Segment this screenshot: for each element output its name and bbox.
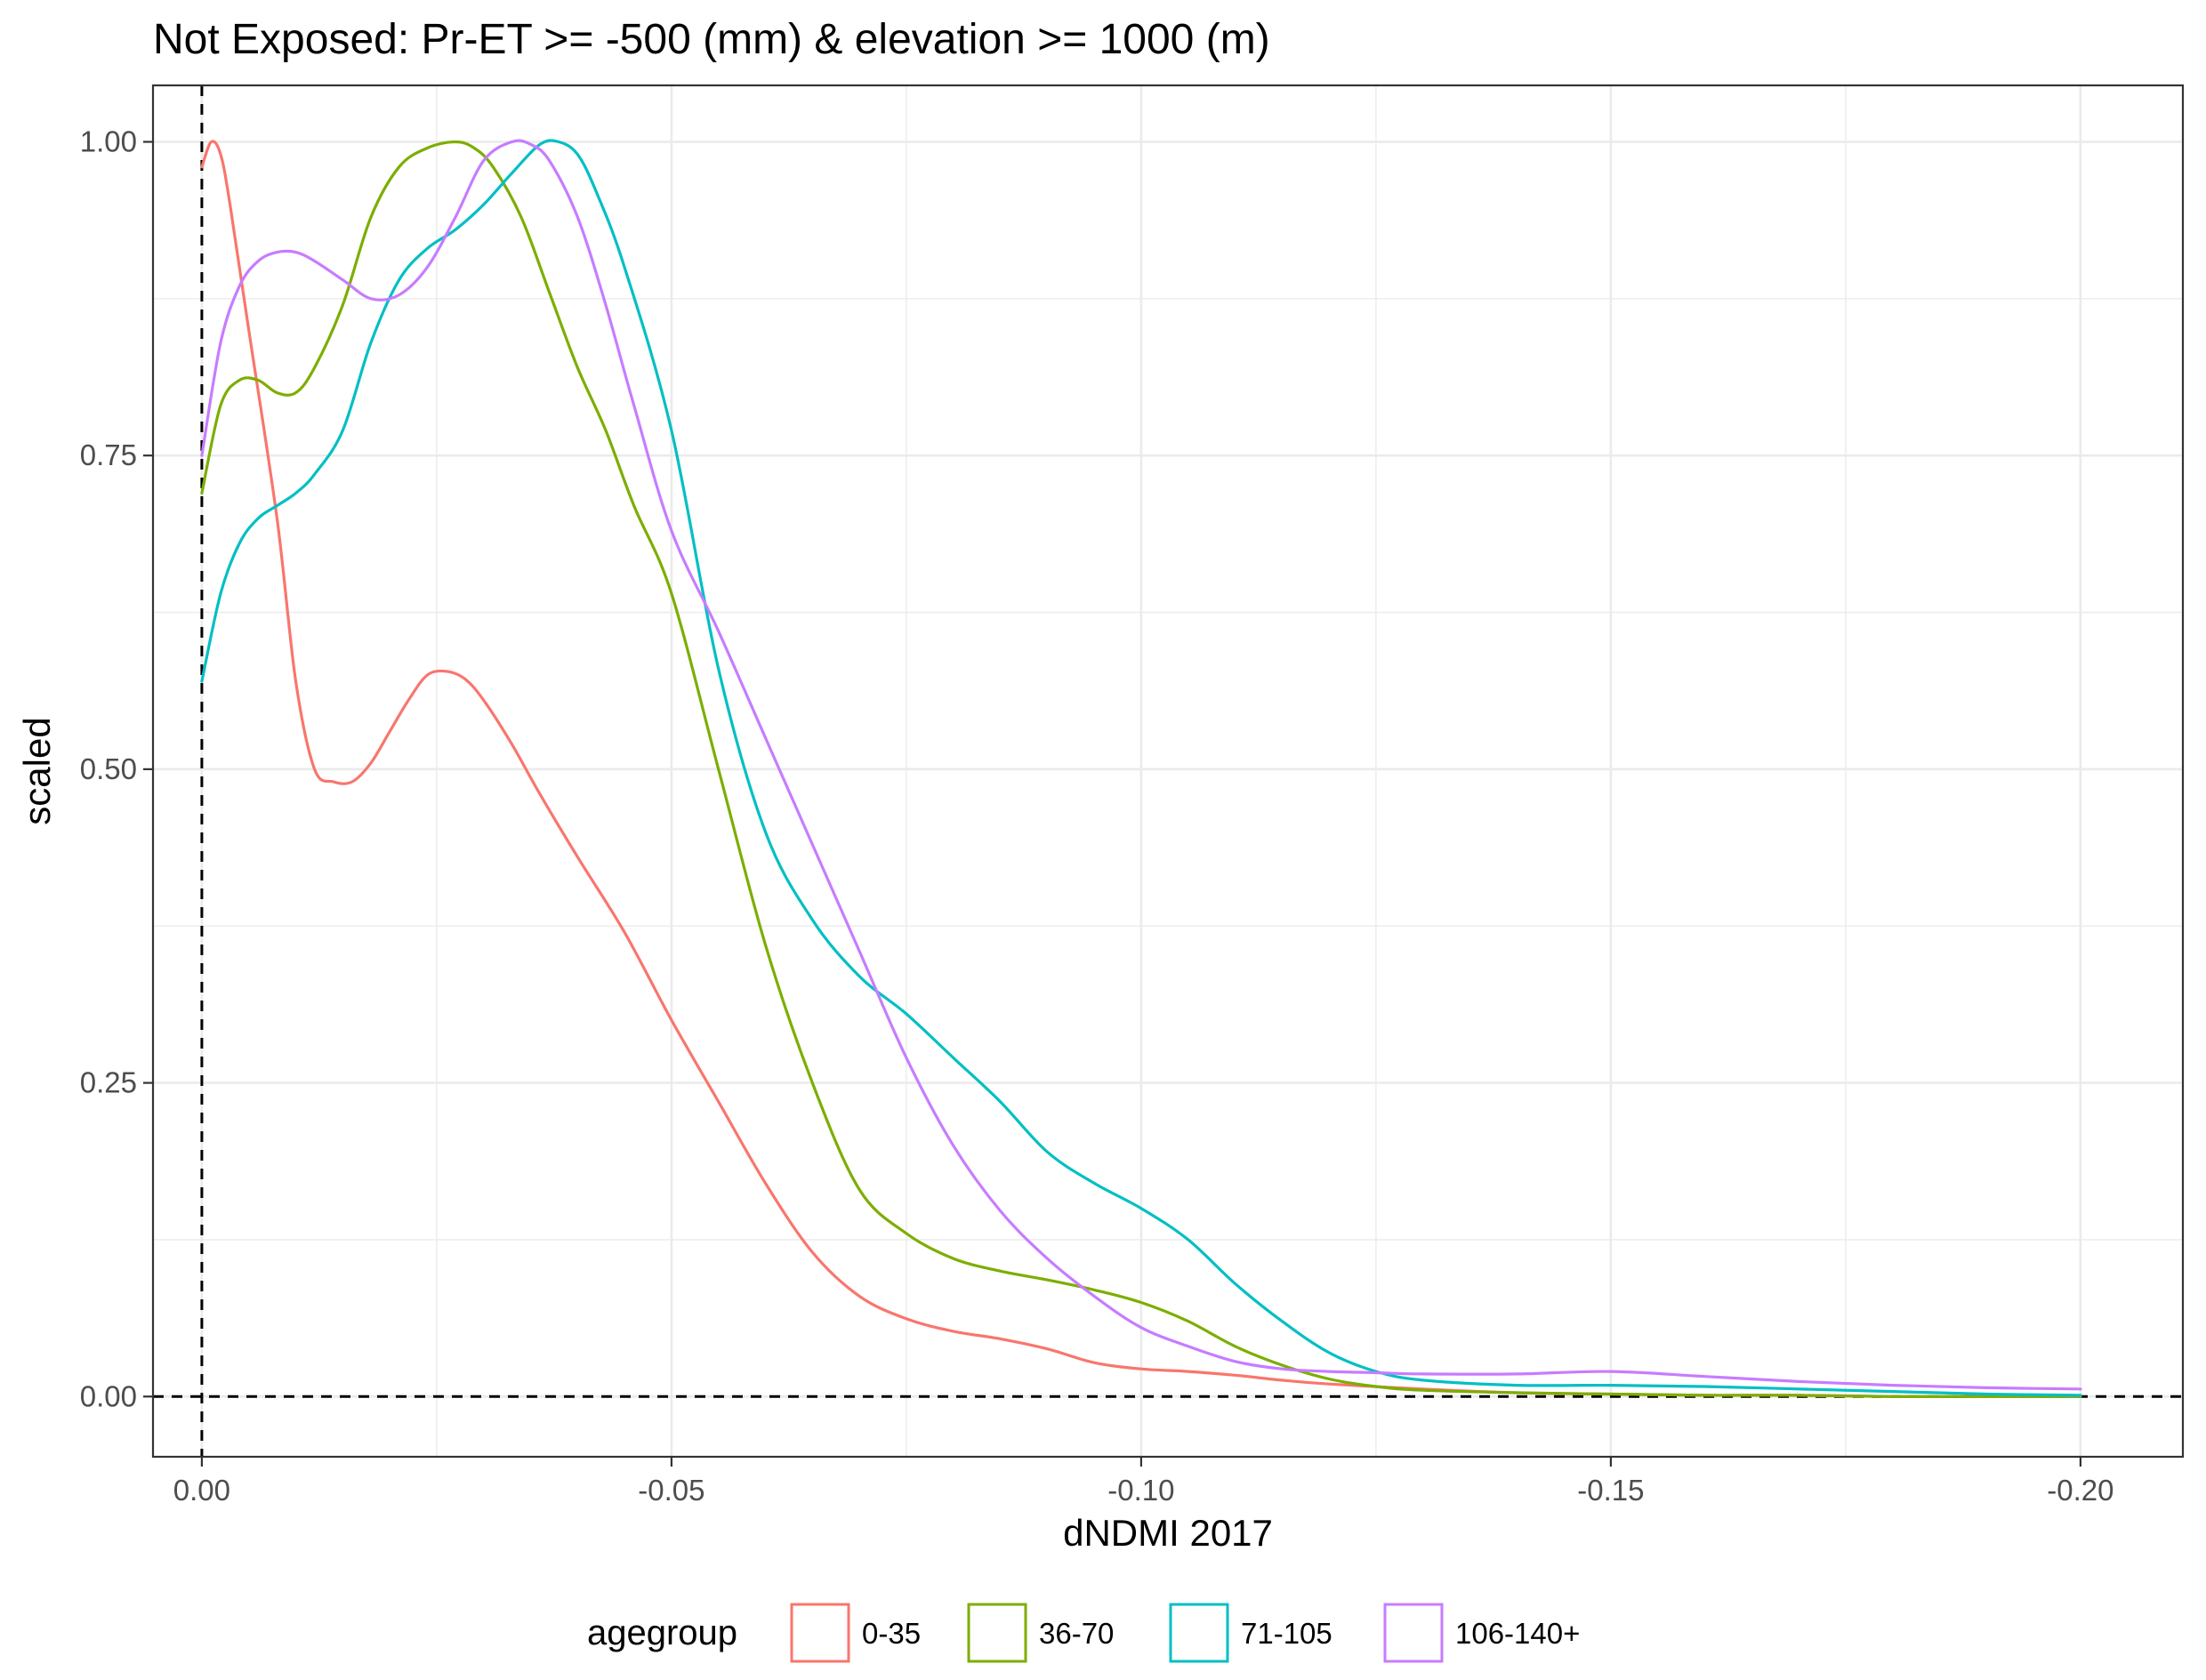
legend-title: agegroup [587,1613,737,1652]
legend-key [967,1603,1027,1663]
y-tick-label: 0.25 [80,1066,137,1099]
legend: agegroup 0-35 36-70 71-105 106-140+ [587,1603,1580,1663]
x-axis-title: dNDMI 2017 [1063,1512,1273,1554]
legend-label: 106-140+ [1455,1617,1580,1650]
legend-key [790,1603,850,1663]
x-axis: 0.00 -0.05 -0.10 -0.15 -0.20 [173,1457,2114,1507]
legend-key [1169,1603,1229,1663]
y-axis: 0.00 0.25 0.50 0.75 1.00 [80,125,153,1412]
x-tick-label: 0.00 [173,1474,230,1507]
legend-key [1383,1603,1444,1663]
chart-title: Not Exposed: Pr-ET >= -500 (mm) & elevat… [153,16,1270,63]
series-line-71-105 [200,139,2082,1397]
legend-item-36-70: 36-70 [967,1603,1114,1663]
plot-panel-border [151,84,2185,1459]
legend-item-71-105: 71-105 [1169,1603,1332,1663]
series-lines [200,139,2082,1398]
legend-item-0-35: 0-35 [790,1603,921,1663]
x-tick-label: -0.15 [1577,1474,1644,1507]
y-tick-label: 0.75 [80,438,137,471]
series-line-106-140+ [200,139,2082,1391]
x-tick-label: -0.10 [1107,1474,1174,1507]
y-tick-label: 1.00 [80,125,137,157]
y-tick-label: 0.50 [80,752,137,785]
y-axis-title: scaled [16,717,58,824]
series-line-36-70 [200,140,2082,1398]
legend-label: 0-35 [862,1617,921,1650]
x-tick-label: -0.05 [638,1474,704,1507]
legend-item-106-140+: 106-140+ [1383,1603,1580,1663]
x-tick-label: -0.20 [2047,1474,2113,1507]
y-tick-label: 0.00 [80,1379,137,1412]
legend-label: 71-105 [1241,1617,1332,1650]
legend-label: 36-70 [1039,1617,1114,1650]
